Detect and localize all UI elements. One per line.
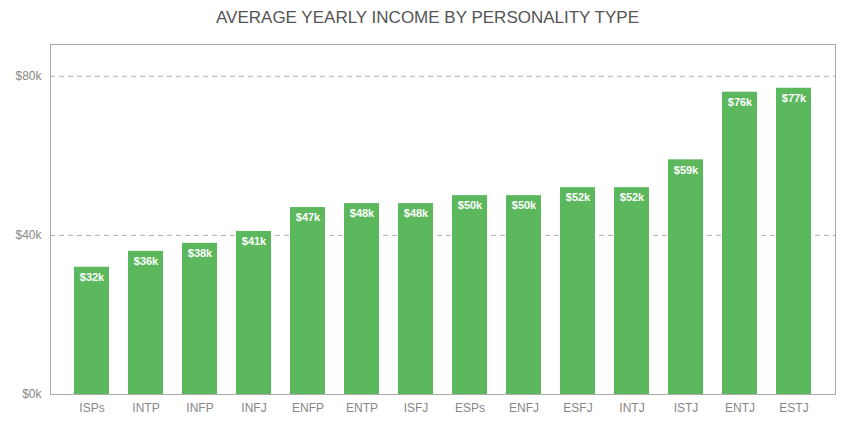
svg-text:ESFJ: ESFJ xyxy=(563,401,592,415)
svg-text:$77k: $77k xyxy=(782,92,807,104)
svg-text:$40k: $40k xyxy=(15,228,42,242)
svg-text:$32k: $32k xyxy=(80,271,105,283)
svg-text:INFP: INFP xyxy=(186,401,213,415)
svg-text:$50k: $50k xyxy=(458,199,483,211)
svg-text:$50k: $50k xyxy=(512,199,537,211)
svg-text:ISFJ: ISFJ xyxy=(404,401,429,415)
svg-text:$41k: $41k xyxy=(242,235,267,247)
svg-text:$80k: $80k xyxy=(15,69,42,83)
svg-text:$0k: $0k xyxy=(22,387,42,401)
svg-text:ENFJ: ENFJ xyxy=(509,401,539,415)
svg-text:INTJ: INTJ xyxy=(619,401,644,415)
svg-text:INTP: INTP xyxy=(132,401,159,415)
svg-text:$59k: $59k xyxy=(674,164,699,176)
svg-text:$48k: $48k xyxy=(404,207,429,219)
svg-text:$52k: $52k xyxy=(566,191,591,203)
svg-text:ESPs: ESPs xyxy=(455,401,485,415)
svg-text:INFJ: INFJ xyxy=(241,401,266,415)
svg-text:ESTJ: ESTJ xyxy=(779,401,808,415)
svg-text:ISPs: ISPs xyxy=(79,401,104,415)
svg-text:$47k: $47k xyxy=(296,211,321,223)
svg-text:ENFP: ENFP xyxy=(292,401,324,415)
svg-text:ENTP: ENTP xyxy=(346,401,378,415)
svg-text:$48k: $48k xyxy=(350,207,375,219)
svg-text:$38k: $38k xyxy=(188,247,213,259)
svg-text:$76k: $76k xyxy=(728,96,753,108)
svg-text:$36k: $36k xyxy=(134,255,159,267)
svg-text:ISTJ: ISTJ xyxy=(674,401,699,415)
svg-text:$52k: $52k xyxy=(620,191,645,203)
svg-text:ENTJ: ENTJ xyxy=(725,401,755,415)
html-text:AVERAGE YEARLY INCOME BY PERSO: AVERAGE YEARLY INCOME BY PERSONALITY TYP… xyxy=(216,8,639,27)
